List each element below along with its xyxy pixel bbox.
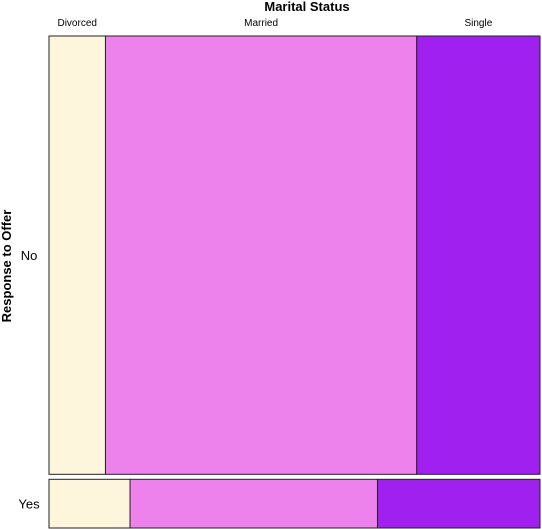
tile-yes-married (129, 478, 378, 529)
tile-no-married (104, 35, 418, 475)
tile-yes-divorced (48, 478, 131, 529)
row-labels: No Yes (18, 248, 40, 512)
column-label-divorced: Divorced (57, 18, 96, 29)
row-label-no: No (21, 248, 38, 263)
column-label-married: Married (244, 18, 278, 29)
tile-yes-single (376, 478, 541, 529)
tile-no-divorced (48, 35, 106, 475)
column-label-single: Single (464, 18, 492, 29)
mosaic-tiles (48, 35, 541, 529)
tile-no-single (416, 35, 541, 475)
row-label-yes: Yes (18, 497, 40, 512)
y-axis-label: Response to Offer (0, 210, 14, 323)
chart-title: Marital Status (264, 0, 349, 14)
column-labels: Divorced Married Single (57, 18, 492, 29)
